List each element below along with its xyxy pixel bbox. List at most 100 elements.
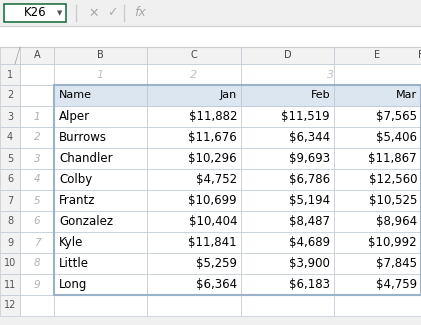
Bar	[20, 190, 54, 211]
Text: $8,487: $8,487	[289, 215, 330, 228]
Text: 12: 12	[4, 301, 16, 310]
Text: 5: 5	[34, 196, 40, 205]
Bar	[147, 253, 241, 274]
Bar	[0, 0, 421, 26]
Text: ✕: ✕	[89, 6, 99, 20]
Text: 3: 3	[7, 111, 13, 122]
Text: $4,759: $4,759	[376, 278, 417, 291]
Text: Frantz: Frantz	[59, 194, 96, 207]
Text: $11,882: $11,882	[189, 110, 237, 123]
Bar	[147, 47, 241, 64]
Bar	[20, 169, 54, 190]
Bar	[0, 232, 20, 253]
Text: $11,519: $11,519	[281, 110, 330, 123]
Text: $10,699: $10,699	[188, 194, 237, 207]
Bar	[241, 295, 334, 316]
Bar	[54, 169, 147, 190]
Bar	[20, 232, 54, 253]
Bar	[334, 85, 421, 106]
Bar	[334, 106, 421, 127]
Text: 5: 5	[7, 153, 13, 163]
Text: $7,845: $7,845	[376, 257, 417, 270]
Bar	[54, 253, 147, 274]
Bar	[147, 127, 241, 148]
Text: $10,404: $10,404	[189, 215, 237, 228]
Text: 1: 1	[97, 70, 104, 80]
Bar	[20, 64, 54, 85]
Bar	[334, 127, 421, 148]
Text: 3: 3	[328, 70, 335, 80]
Bar	[241, 253, 334, 274]
Text: 8: 8	[34, 258, 40, 268]
Text: $6,183: $6,183	[289, 278, 330, 291]
Text: Gonzalez: Gonzalez	[59, 215, 113, 228]
Text: $12,560: $12,560	[368, 173, 417, 186]
Text: Chandler: Chandler	[59, 152, 113, 165]
Text: $11,676: $11,676	[188, 131, 237, 144]
Bar	[147, 295, 241, 316]
Bar	[334, 47, 421, 64]
Bar	[241, 274, 334, 295]
Text: 2: 2	[190, 70, 197, 80]
Bar	[54, 64, 147, 85]
Text: 11: 11	[4, 280, 16, 290]
Text: 2: 2	[7, 90, 13, 100]
Text: Burrows: Burrows	[59, 131, 107, 144]
Bar	[54, 85, 421, 106]
Bar	[54, 211, 147, 232]
Bar	[147, 169, 241, 190]
Bar	[0, 26, 421, 47]
Bar	[241, 211, 334, 232]
Text: 1: 1	[34, 111, 40, 122]
Text: Colby: Colby	[59, 173, 92, 186]
Bar	[241, 47, 334, 64]
Bar	[334, 232, 421, 253]
Bar	[54, 85, 147, 106]
Text: 4: 4	[7, 133, 13, 142]
Bar	[0, 169, 20, 190]
Bar	[0, 190, 20, 211]
Text: $8,964: $8,964	[376, 215, 417, 228]
Bar	[147, 211, 241, 232]
Bar	[241, 85, 334, 106]
FancyBboxPatch shape	[4, 4, 66, 22]
Text: 3: 3	[34, 153, 40, 163]
Text: A: A	[34, 50, 40, 60]
Text: $4,689: $4,689	[289, 236, 330, 249]
Bar	[0, 253, 20, 274]
Bar	[54, 295, 147, 316]
Text: $4,752: $4,752	[196, 173, 237, 186]
Bar	[241, 169, 334, 190]
Text: $6,364: $6,364	[196, 278, 237, 291]
Bar	[0, 127, 20, 148]
Bar	[241, 64, 334, 85]
Bar	[54, 85, 421, 295]
Bar	[0, 85, 20, 106]
Text: 6: 6	[34, 216, 40, 227]
Text: 9: 9	[34, 280, 40, 290]
Bar	[147, 232, 241, 253]
Text: ✓: ✓	[107, 6, 117, 20]
Bar	[20, 253, 54, 274]
Text: ▼: ▼	[57, 10, 63, 16]
Text: $7,565: $7,565	[376, 110, 417, 123]
Text: $10,992: $10,992	[368, 236, 417, 249]
Text: $5,194: $5,194	[289, 194, 330, 207]
Bar	[20, 106, 54, 127]
Text: Mar: Mar	[396, 90, 417, 100]
Text: F: F	[418, 50, 421, 60]
Text: D: D	[284, 50, 291, 60]
Bar	[54, 148, 147, 169]
Text: $5,259: $5,259	[196, 257, 237, 270]
Bar	[0, 274, 20, 295]
Text: 7: 7	[34, 238, 40, 248]
Text: $10,296: $10,296	[188, 152, 237, 165]
Text: 10: 10	[4, 258, 16, 268]
Bar	[241, 232, 334, 253]
Bar	[54, 232, 147, 253]
Bar	[54, 47, 147, 64]
Bar	[334, 295, 421, 316]
Bar	[147, 106, 241, 127]
Bar	[334, 253, 421, 274]
Text: $3,900: $3,900	[289, 257, 330, 270]
